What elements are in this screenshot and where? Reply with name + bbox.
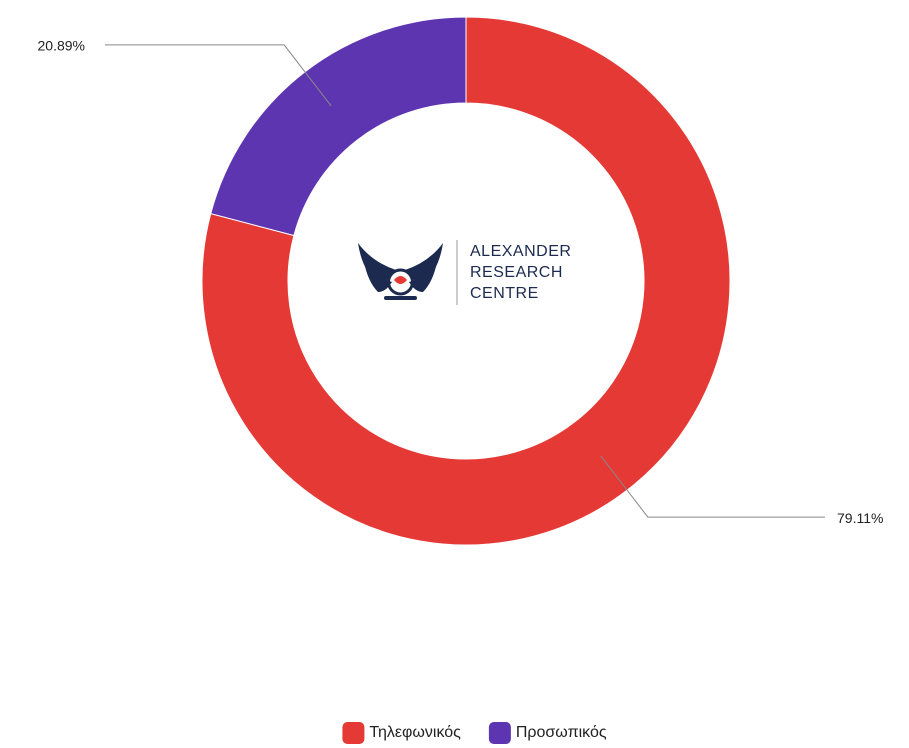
legend-swatch — [342, 722, 365, 744]
legend-label: Τηλεφωνικός — [369, 724, 461, 741]
legend-swatch — [488, 722, 511, 744]
legend-label: Προσωπικός — [516, 724, 607, 741]
donut-slice — [201, 16, 731, 546]
data-label: 79.11% — [837, 510, 883, 526]
leader-line — [600, 455, 825, 518]
logo-text: RESEARCH — [470, 264, 563, 281]
leader-line — [105, 44, 332, 107]
logo-text: CENTRE — [470, 285, 539, 302]
data-label: 20.89% — [38, 38, 85, 54]
donut-slice — [210, 16, 467, 237]
logo-text: ALEXANDER — [470, 243, 571, 260]
logo-icon — [358, 243, 443, 300]
